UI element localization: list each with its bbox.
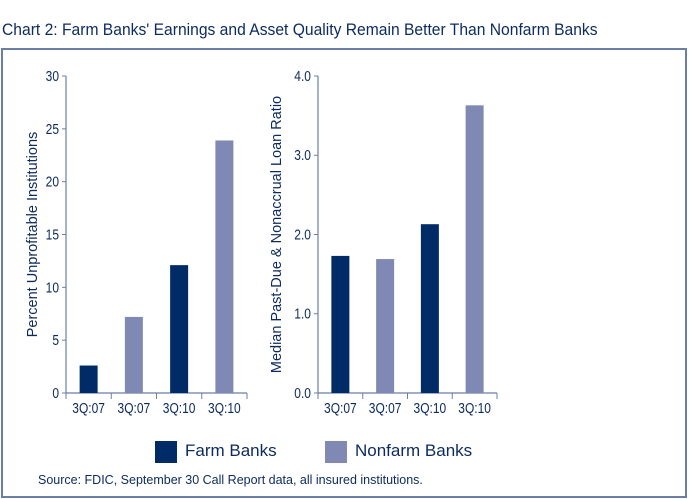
y-tick-label: 4.0 [294, 68, 311, 85]
x-tick-label: 3Q:07 [72, 400, 105, 417]
x-tick-label: 3Q:10 [208, 400, 241, 417]
bar [376, 259, 395, 393]
legend-label-nonfarm: Nonfarm Banks [355, 441, 473, 460]
x-tick-label: 3Q:07 [324, 400, 357, 417]
y-tick-label: 1.0 [294, 305, 311, 322]
y-tick-label: 3.0 [294, 147, 311, 164]
y-tick-label: 20 [46, 173, 60, 190]
y-axis-label: Percent Unprofitable Institutions [25, 132, 41, 338]
chart-frame [1, 48, 687, 498]
bar [465, 105, 484, 393]
y-tick-label: 0 [52, 385, 59, 402]
bar [420, 224, 439, 393]
source-note: Source: FDIC, September 30 Call Report d… [38, 473, 423, 487]
y-tick-label: 15 [46, 226, 59, 243]
bar [124, 316, 143, 393]
y-axis-label: Median Past-Due & Nonaccrual Loan Ratio [269, 96, 285, 373]
x-tick-label: 3Q:10 [163, 400, 196, 417]
y-tick-label: 25 [46, 121, 59, 138]
y-tick-label: 0.0 [294, 385, 311, 402]
x-tick-label: 3Q:07 [118, 400, 151, 417]
bar [170, 265, 189, 393]
x-tick-label: 3Q:10 [414, 400, 447, 417]
x-tick-label: 3Q:07 [369, 400, 402, 417]
chart-title: Chart 2: Farm Banks' Earnings and Asset … [2, 20, 598, 39]
bar [331, 255, 350, 393]
y-tick-label: 5 [52, 332, 59, 349]
y-tick-label: 2.0 [294, 226, 311, 243]
legend-swatch-farm [155, 441, 177, 463]
y-tick-label: 10 [46, 279, 60, 296]
bar [215, 140, 234, 393]
legend-label-farm: Farm Banks [185, 441, 277, 460]
legend-swatch-nonfarm [325, 441, 347, 463]
x-tick-label: 3Q:10 [458, 400, 491, 417]
bar [79, 365, 98, 393]
y-tick-label: 30 [46, 68, 60, 85]
